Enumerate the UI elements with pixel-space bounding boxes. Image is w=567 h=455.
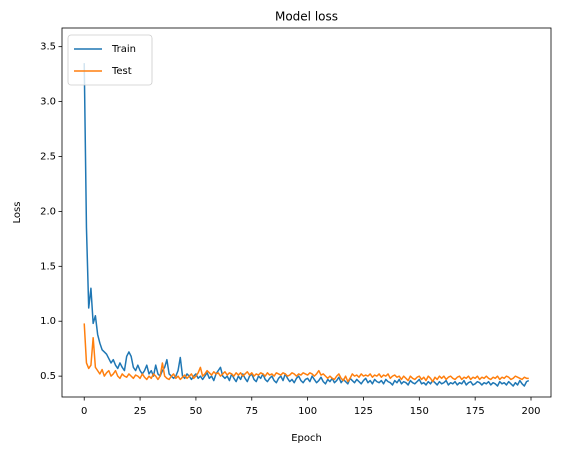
y-tick-label: 2.0 (40, 206, 56, 217)
y-tick-label: 1.5 (40, 261, 56, 272)
x-tick-label: 150 (410, 406, 429, 417)
x-tick-label: 50 (190, 406, 203, 417)
y-tick-label: 3.0 (40, 97, 56, 108)
legend-box (67, 34, 153, 86)
y-axis-label: Loss (12, 202, 23, 224)
x-tick-label: 0 (81, 406, 87, 417)
legend-label: Train (111, 44, 136, 55)
x-tick-label: 125 (354, 406, 373, 417)
legend-label: Test (111, 66, 132, 77)
x-tick-label: 200 (521, 406, 540, 417)
y-tick-label: 3.5 (40, 42, 56, 53)
x-tick-label: 75 (245, 406, 258, 417)
x-tick-label: 175 (466, 406, 485, 417)
plot-frame (61, 27, 552, 398)
y-tick-label: 2.5 (40, 151, 56, 162)
y-tick-label: 0.5 (40, 371, 56, 382)
y-tick-label: 1.0 (40, 316, 56, 327)
x-axis-label: Epoch (291, 433, 322, 444)
line-series (83, 63, 530, 387)
chart-title: Model loss (275, 10, 338, 24)
x-tick-label: 100 (298, 406, 317, 417)
x-tick-label: 25 (134, 406, 147, 417)
line-series (83, 323, 529, 383)
